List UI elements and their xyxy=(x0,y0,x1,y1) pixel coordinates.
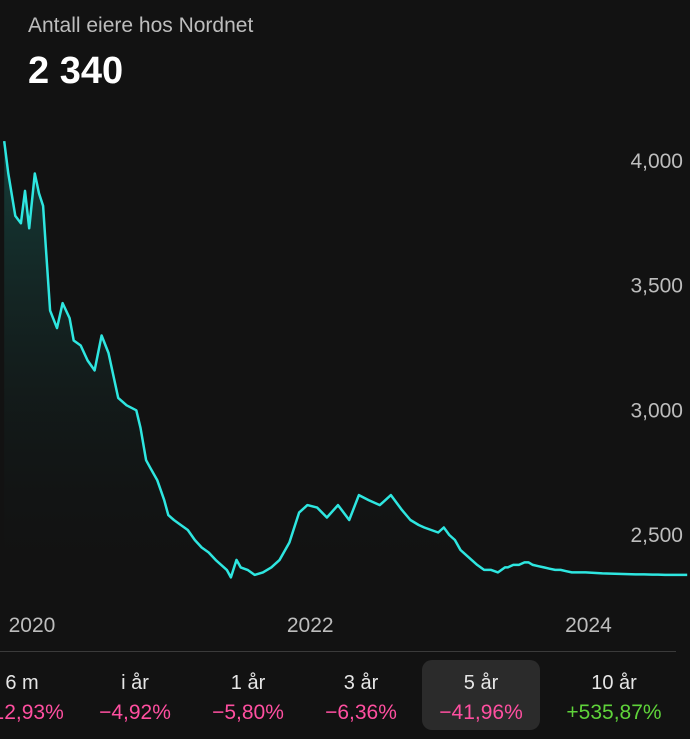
owners-chart: 4,000 3,500 3,000 2,500 2020 2022 2024 xyxy=(2,140,688,637)
period-label: i år xyxy=(121,672,149,694)
period-change: −41,96% xyxy=(439,701,523,724)
area-fill xyxy=(4,141,688,600)
period-change: +535,87% xyxy=(566,701,662,724)
divider xyxy=(0,651,676,652)
period-tab[interactable]: 3 år −6,36% xyxy=(302,660,420,730)
period-tab[interactable]: 5 år −41,96% xyxy=(422,660,540,730)
y-tick-label: 3,500 xyxy=(630,275,683,298)
period-change: −4,92% xyxy=(99,701,171,724)
series-line xyxy=(2,140,688,579)
x-tick-label: 2020 xyxy=(9,614,56,637)
period-label: 5 år xyxy=(463,672,499,694)
x-tick-label: 2024 xyxy=(565,614,612,637)
chart-subtitle: Antall eiere hos Nordnet xyxy=(28,14,254,37)
period-tab[interactable]: 1 år −5,80% xyxy=(189,660,307,730)
period-label: 1 år xyxy=(230,672,266,694)
y-tick-label: 3,000 xyxy=(630,399,683,422)
current-value: 2 340 xyxy=(28,50,124,92)
period-label: 6 m xyxy=(5,672,39,694)
period-tab[interactable]: 10 år +535,87% xyxy=(555,660,673,730)
period-label: 10 år xyxy=(591,672,637,694)
y-tick-label: 2,500 xyxy=(630,524,683,547)
period-tab[interactable]: i år −4,92% xyxy=(76,660,194,730)
x-tick-label: 2022 xyxy=(287,614,334,637)
period-change: −5,80% xyxy=(212,701,284,724)
period-change: −12,93% xyxy=(0,701,64,724)
period-selector: 6 m −12,93% i år −4,92% 1 år −5,80% 3 år −6,36%… xyxy=(0,655,690,739)
y-tick-label: 4,000 xyxy=(630,150,683,173)
period-label: 3 år xyxy=(343,672,379,694)
period-tab[interactable]: 6 m −12,93% xyxy=(0,660,81,730)
period-change: −6,36% xyxy=(325,701,397,724)
